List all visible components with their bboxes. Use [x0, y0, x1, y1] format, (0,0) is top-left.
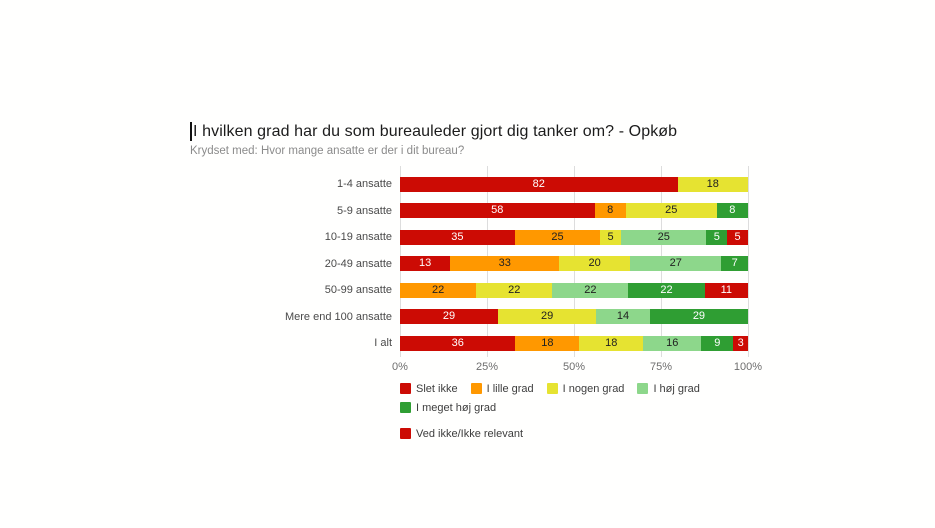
legend-item: Ved ikke/Ikke relevant [400, 428, 523, 440]
bar-segment: 7 [721, 256, 749, 272]
legend-swatch [400, 402, 411, 413]
chart-title: I hvilken grad har du som bureauleder gj… [193, 123, 678, 140]
bar-segment: 18 [579, 335, 644, 351]
bar-track: 29 29 14 29 [400, 309, 748, 325]
bar-segment: 22 [552, 282, 629, 298]
bar-segment: 18 [515, 335, 580, 351]
bar-segment: 22 [476, 282, 553, 298]
gridline [748, 166, 749, 357]
bar-segment: 5 [600, 229, 621, 245]
bar-segment: 82 [400, 176, 678, 192]
category-label: Mere end 100 ansatte [284, 310, 392, 323]
bar-segment: 25 [514, 229, 601, 245]
bar-segment: 8 [594, 203, 626, 219]
legend-swatch [400, 428, 411, 439]
category-label: 10-19 ansatte [324, 231, 392, 244]
legend-item: I lille grad [470, 382, 534, 395]
category-label: 5-9 ansatte [336, 204, 392, 217]
bar-segment: 3 [733, 335, 748, 351]
bar-segment: 9 [701, 335, 734, 351]
category-label: I alt [374, 337, 392, 350]
category-label: 1-4 ansatte [336, 178, 392, 191]
legend-label: Slet ikke [416, 382, 458, 395]
bar-segment: 18 [677, 176, 748, 192]
bar-row: 5-9 ansatte 58 8 25 8 [190, 198, 775, 225]
plot-area: 1-4 ansatte 82 18 5-9 ansatte 58 8 25 8 10-19 an… [190, 166, 775, 374]
bar-row: Mere end 100 ansatte 29 29 14 29 [190, 304, 775, 331]
text-cursor [190, 122, 192, 141]
bar-row: 10-19 ansatte 35 25 5 25 5 5 [190, 224, 775, 251]
bar-segment: 22 [628, 282, 705, 298]
bar-track: 58 8 25 8 [400, 203, 748, 219]
legend-swatch [400, 383, 411, 394]
bar-segment: 25 [625, 203, 717, 219]
bar-segment: 5 [727, 229, 748, 245]
bar-segment: 29 [649, 309, 748, 325]
bar-segment: 20 [559, 256, 631, 272]
legend-item: I høj grad [637, 382, 700, 395]
bar-segment: 29 [400, 309, 499, 325]
bar-segment: 13 [400, 256, 451, 272]
category-label: 20-49 ansatte [324, 257, 392, 270]
bar-rows: 1-4 ansatte 82 18 5-9 ansatte 58 8 25 8 10-19 an… [190, 166, 775, 357]
legend-label: I høj grad [653, 382, 700, 395]
legend-swatch [637, 383, 649, 394]
bar-segment: 8 [716, 203, 748, 219]
x-axis: 0% 25% 50% 75% 100% [392, 360, 762, 374]
bar-track: 82 18 [400, 176, 748, 192]
bar-track: 22 22 22 22 11 [400, 282, 748, 298]
legend-label: I nogen grad [562, 382, 625, 395]
category-label: 50-99 ansatte [324, 284, 392, 297]
x-tick-label: 75% [649, 360, 673, 373]
x-tick-label: 100% [733, 360, 763, 373]
bar-segment: 36 [400, 335, 516, 351]
bar-track: 36 18 18 16 9 3 [400, 335, 748, 351]
legend-swatch [470, 383, 482, 394]
bar-segment: 27 [630, 256, 722, 272]
chart-subtitle: Krydset med: Hvor mange ansatte er der i… [190, 145, 465, 157]
legend-swatch [546, 383, 558, 394]
legend-label: I meget høj grad [416, 401, 497, 414]
legend-item: I nogen grad [546, 382, 625, 395]
bar-segment: 33 [450, 256, 560, 272]
legend-label: I lille grad [486, 382, 534, 395]
bar-row: 1-4 ansatte 82 18 [190, 171, 775, 198]
bar-segment: 22 [400, 282, 477, 298]
legend-item: Slet ikke [400, 383, 458, 395]
bar-segment: 58 [400, 203, 595, 219]
bar-track: 13 33 20 27 7 [400, 256, 749, 272]
x-tick-label: 0% [392, 360, 408, 373]
bar-segment: 14 [596, 309, 650, 325]
bar-segment: 11 [704, 282, 748, 298]
title-row: I hvilken grad har du som bureauleder gj… [190, 122, 775, 142]
bar-segment: 35 [400, 229, 515, 245]
bar-track: 35 25 5 25 5 5 [400, 229, 748, 245]
x-tick-label: 25% [475, 360, 499, 373]
legend-item: I meget høj grad [400, 402, 496, 414]
bar-segment: 25 [620, 229, 707, 245]
bar-row: I alt 36 18 18 16 9 3 [190, 330, 775, 357]
bar-row: 20-49 ansatte 13 33 20 27 7 [190, 251, 775, 278]
bar-segment: 29 [498, 309, 597, 325]
legend-label: Ved ikke/Ikke relevant [416, 427, 524, 440]
x-tick-label: 50% [562, 360, 586, 373]
bar-row: 50-99 ansatte 22 22 22 22 11 [190, 277, 775, 304]
bar-segment: 16 [643, 335, 702, 351]
bar-segment: 5 [706, 229, 728, 245]
legend: Slet ikke I lille grad I nogen grad I høj g… [400, 383, 760, 440]
chart-block: I hvilken grad har du som bureauleder gj… [190, 122, 775, 440]
